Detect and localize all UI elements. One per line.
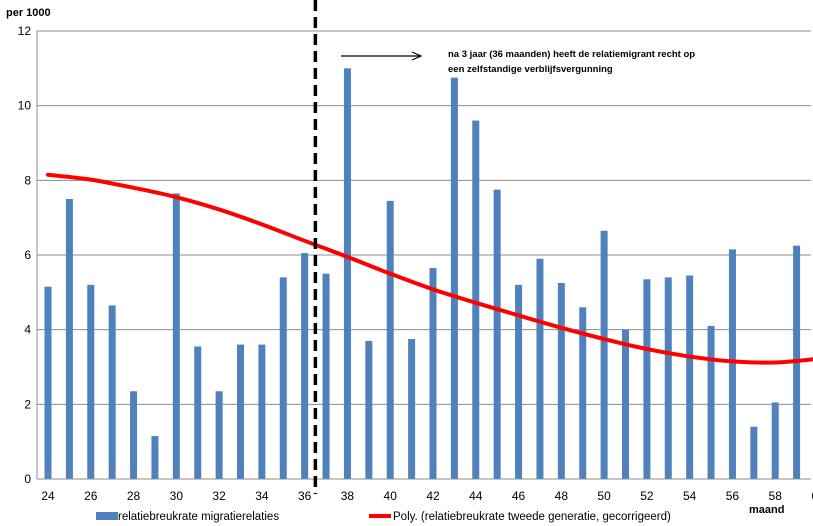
x-tick-label: 24 <box>41 489 55 503</box>
bar <box>557 283 565 479</box>
legend-line-label: Poly. (relatiebreukrate tweede generatie… <box>393 511 671 523</box>
x-tick-label: 40 <box>384 489 398 503</box>
bar <box>237 344 244 479</box>
bar <box>472 120 480 479</box>
bar <box>87 284 95 479</box>
bar <box>322 273 330 479</box>
bar <box>44 286 52 479</box>
y-tick-label: 10 <box>18 99 32 113</box>
x-tick-label: 48 <box>555 489 569 503</box>
bar <box>750 426 758 479</box>
x-tick-label: 28 <box>127 489 141 503</box>
y-tick-label: 6 <box>24 248 31 262</box>
bar <box>301 253 309 479</box>
bar <box>707 325 715 479</box>
x-tick-label: 46 <box>512 489 526 503</box>
x-tick-labels: 24 26 28 30 32 34 36 38 40 42 44 46 48 50 52 54 56 58 60 <box>41 489 813 503</box>
x-tick-label: 32 <box>212 489 226 503</box>
bar <box>386 200 394 479</box>
x-tick-label: 34 <box>255 489 269 503</box>
bar <box>343 68 351 479</box>
bar <box>450 77 458 480</box>
x-tick-label: 44 <box>469 489 483 503</box>
x-tick-label: 54 <box>683 489 697 503</box>
bar <box>194 346 202 479</box>
x-axis-label: maand <box>749 504 784 516</box>
bar <box>279 277 287 479</box>
bar <box>408 339 416 479</box>
x-tick-label: 42 <box>426 489 440 503</box>
axes <box>36 31 811 480</box>
bar <box>622 329 629 479</box>
bar <box>215 391 223 479</box>
x-tick-label: 26 <box>84 489 98 503</box>
x-tick-label: 38 <box>341 489 355 503</box>
annotation: na 3 jaar (36 maanden) heeft de relatiem… <box>341 49 695 75</box>
x-tick-label: 36 <box>298 489 312 503</box>
x-tick-label: 60 <box>811 489 813 503</box>
bar <box>429 268 437 479</box>
y-tick-labels: 0 2 4 6 8 10 12 <box>18 24 32 486</box>
annotation-arrowhead <box>411 51 423 61</box>
bar <box>643 279 651 479</box>
y-tick-label: 2 <box>24 397 31 411</box>
bar <box>151 436 159 479</box>
x-tick-label: 30 <box>170 489 184 503</box>
x-tick-label: 56 <box>726 489 740 503</box>
bar-series <box>44 68 801 480</box>
bar <box>365 340 373 479</box>
legend-bar-swatch <box>96 512 118 520</box>
bar <box>108 305 116 479</box>
polynomial-trendline <box>46 172 813 365</box>
y-tick-label: 0 <box>24 472 31 486</box>
x-tick-label: 50 <box>597 489 611 503</box>
legend: relatiebreukrate migratierelaties Poly. … <box>96 511 671 523</box>
bar <box>600 230 608 479</box>
bar <box>579 307 587 479</box>
gridlines <box>37 30 811 405</box>
bar <box>493 189 501 479</box>
annotation-line-1: na 3 jaar (36 maanden) heeft de relatiem… <box>448 49 695 60</box>
bar <box>536 258 544 479</box>
bar <box>664 277 672 479</box>
x-tick-label: 58 <box>769 489 783 503</box>
bar <box>172 193 180 479</box>
bar <box>65 199 73 479</box>
bar <box>258 344 266 479</box>
bar <box>728 249 736 479</box>
annotation-line-2: een zelfstandige verblijfsvergunning <box>448 64 613 75</box>
legend-bar-label: relatiebreukrate migratierelaties <box>118 511 279 523</box>
bar <box>686 275 694 479</box>
bar <box>130 391 138 479</box>
y-axis-label: per 1000 <box>6 7 51 19</box>
bar <box>515 284 523 479</box>
x-tick-label: 52 <box>640 489 654 503</box>
y-tick-label: 8 <box>24 173 31 187</box>
y-tick-label: 12 <box>18 24 32 38</box>
bar <box>771 402 779 479</box>
y-tick-label: 4 <box>24 323 31 337</box>
